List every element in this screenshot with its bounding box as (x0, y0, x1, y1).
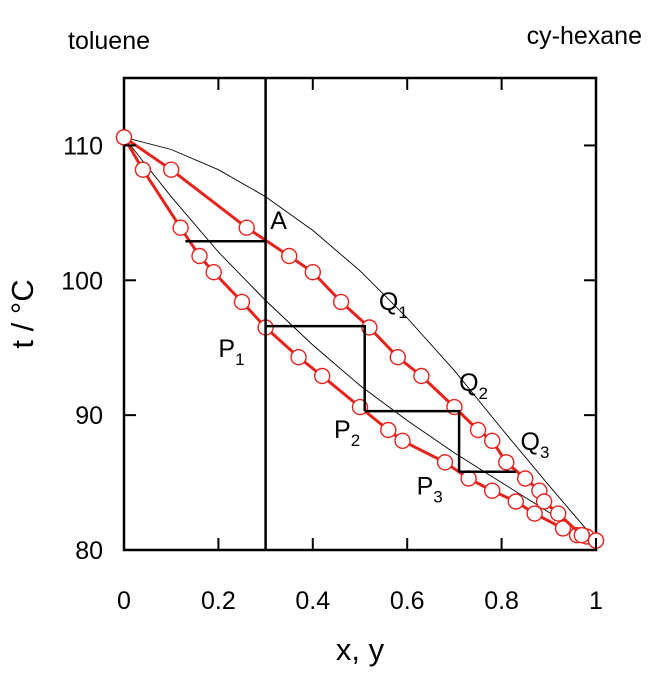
corner-label-left: toluene (68, 27, 150, 55)
data-point-measured-vapor (517, 470, 534, 487)
data-point-measured-vapor (115, 129, 133, 146)
data-point-measured-vapor (469, 421, 487, 439)
annotation-P2: P2 (334, 416, 360, 450)
plot-frame (122, 76, 598, 552)
x-axis-title: x, y (336, 632, 385, 667)
data-point-measured-liquid (484, 482, 501, 499)
x-tick-label: 0 (117, 587, 131, 615)
data-point-measured-vapor (573, 527, 590, 544)
data-point-measured-vapor (484, 432, 501, 449)
model-curves (123, 136, 597, 541)
data-point-measured-vapor (389, 349, 406, 366)
data-point-measured-vapor (332, 293, 350, 311)
data-point-measured-vapor (550, 505, 567, 522)
series-line-model-bubble (123, 137, 597, 541)
data-point-measured-liquid (394, 432, 411, 449)
measured-curves (115, 129, 605, 549)
data-point-measured-liquid (290, 349, 307, 366)
data-point-measured-liquid (205, 264, 222, 281)
stage-step-2 (265, 324, 366, 412)
stage-step-3 (364, 409, 461, 472)
y-tick-label: 110 (63, 132, 103, 160)
data-point-measured-liquid (172, 219, 189, 236)
y-axis-title: t / °C (5, 279, 40, 348)
annotation-P1: P1 (218, 335, 244, 369)
data-point-measured-vapor (413, 367, 430, 385)
x-tick-label: 0.4 (295, 587, 330, 615)
corner-label-right: cy-hexane (527, 22, 642, 50)
y-tick-label: 80 (75, 537, 103, 565)
data-point-measured-liquid (134, 161, 152, 178)
data-point-measured-vapor (162, 161, 180, 178)
data-point-measured-vapor (304, 264, 321, 281)
x-tick-label: 0.2 (201, 587, 236, 615)
data-point-measured-vapor (238, 219, 255, 236)
y-tick-label: 90 (75, 402, 103, 430)
x-tick-label: 0.6 (390, 587, 425, 615)
data-point-measured-liquid (380, 421, 397, 439)
x-tick-label: 0.8 (484, 587, 519, 615)
data-point-measured-liquid (314, 367, 331, 385)
annotation-P3: P3 (417, 473, 443, 507)
data-point-measured-liquid (436, 454, 454, 471)
annotation-Q1: Q1 (379, 288, 408, 322)
axis-ticks: 0 0.2 0.4 0.6 0.8 1 80 90 100 110 (61, 78, 603, 615)
data-point-measured-liquid (460, 470, 477, 487)
data-point-measured-liquid (233, 293, 251, 311)
construction-lines (185, 78, 516, 550)
data-point-measured-liquid (507, 493, 524, 510)
annotation-Q2: Q2 (459, 369, 488, 403)
data-point-measured-vapor (281, 247, 298, 265)
data-point-measured-liquid (191, 247, 208, 265)
data-point-measured-vapor (535, 493, 553, 510)
data-point-measured-liquid (526, 505, 543, 522)
annotation-A: A (270, 207, 287, 235)
series-line-model-dew (123, 136, 597, 541)
data-point-measured-liquid (554, 520, 572, 537)
y-tick-label: 100 (61, 267, 103, 295)
data-point-measured-vapor (498, 454, 515, 471)
x-tick-label: 1 (589, 587, 603, 615)
